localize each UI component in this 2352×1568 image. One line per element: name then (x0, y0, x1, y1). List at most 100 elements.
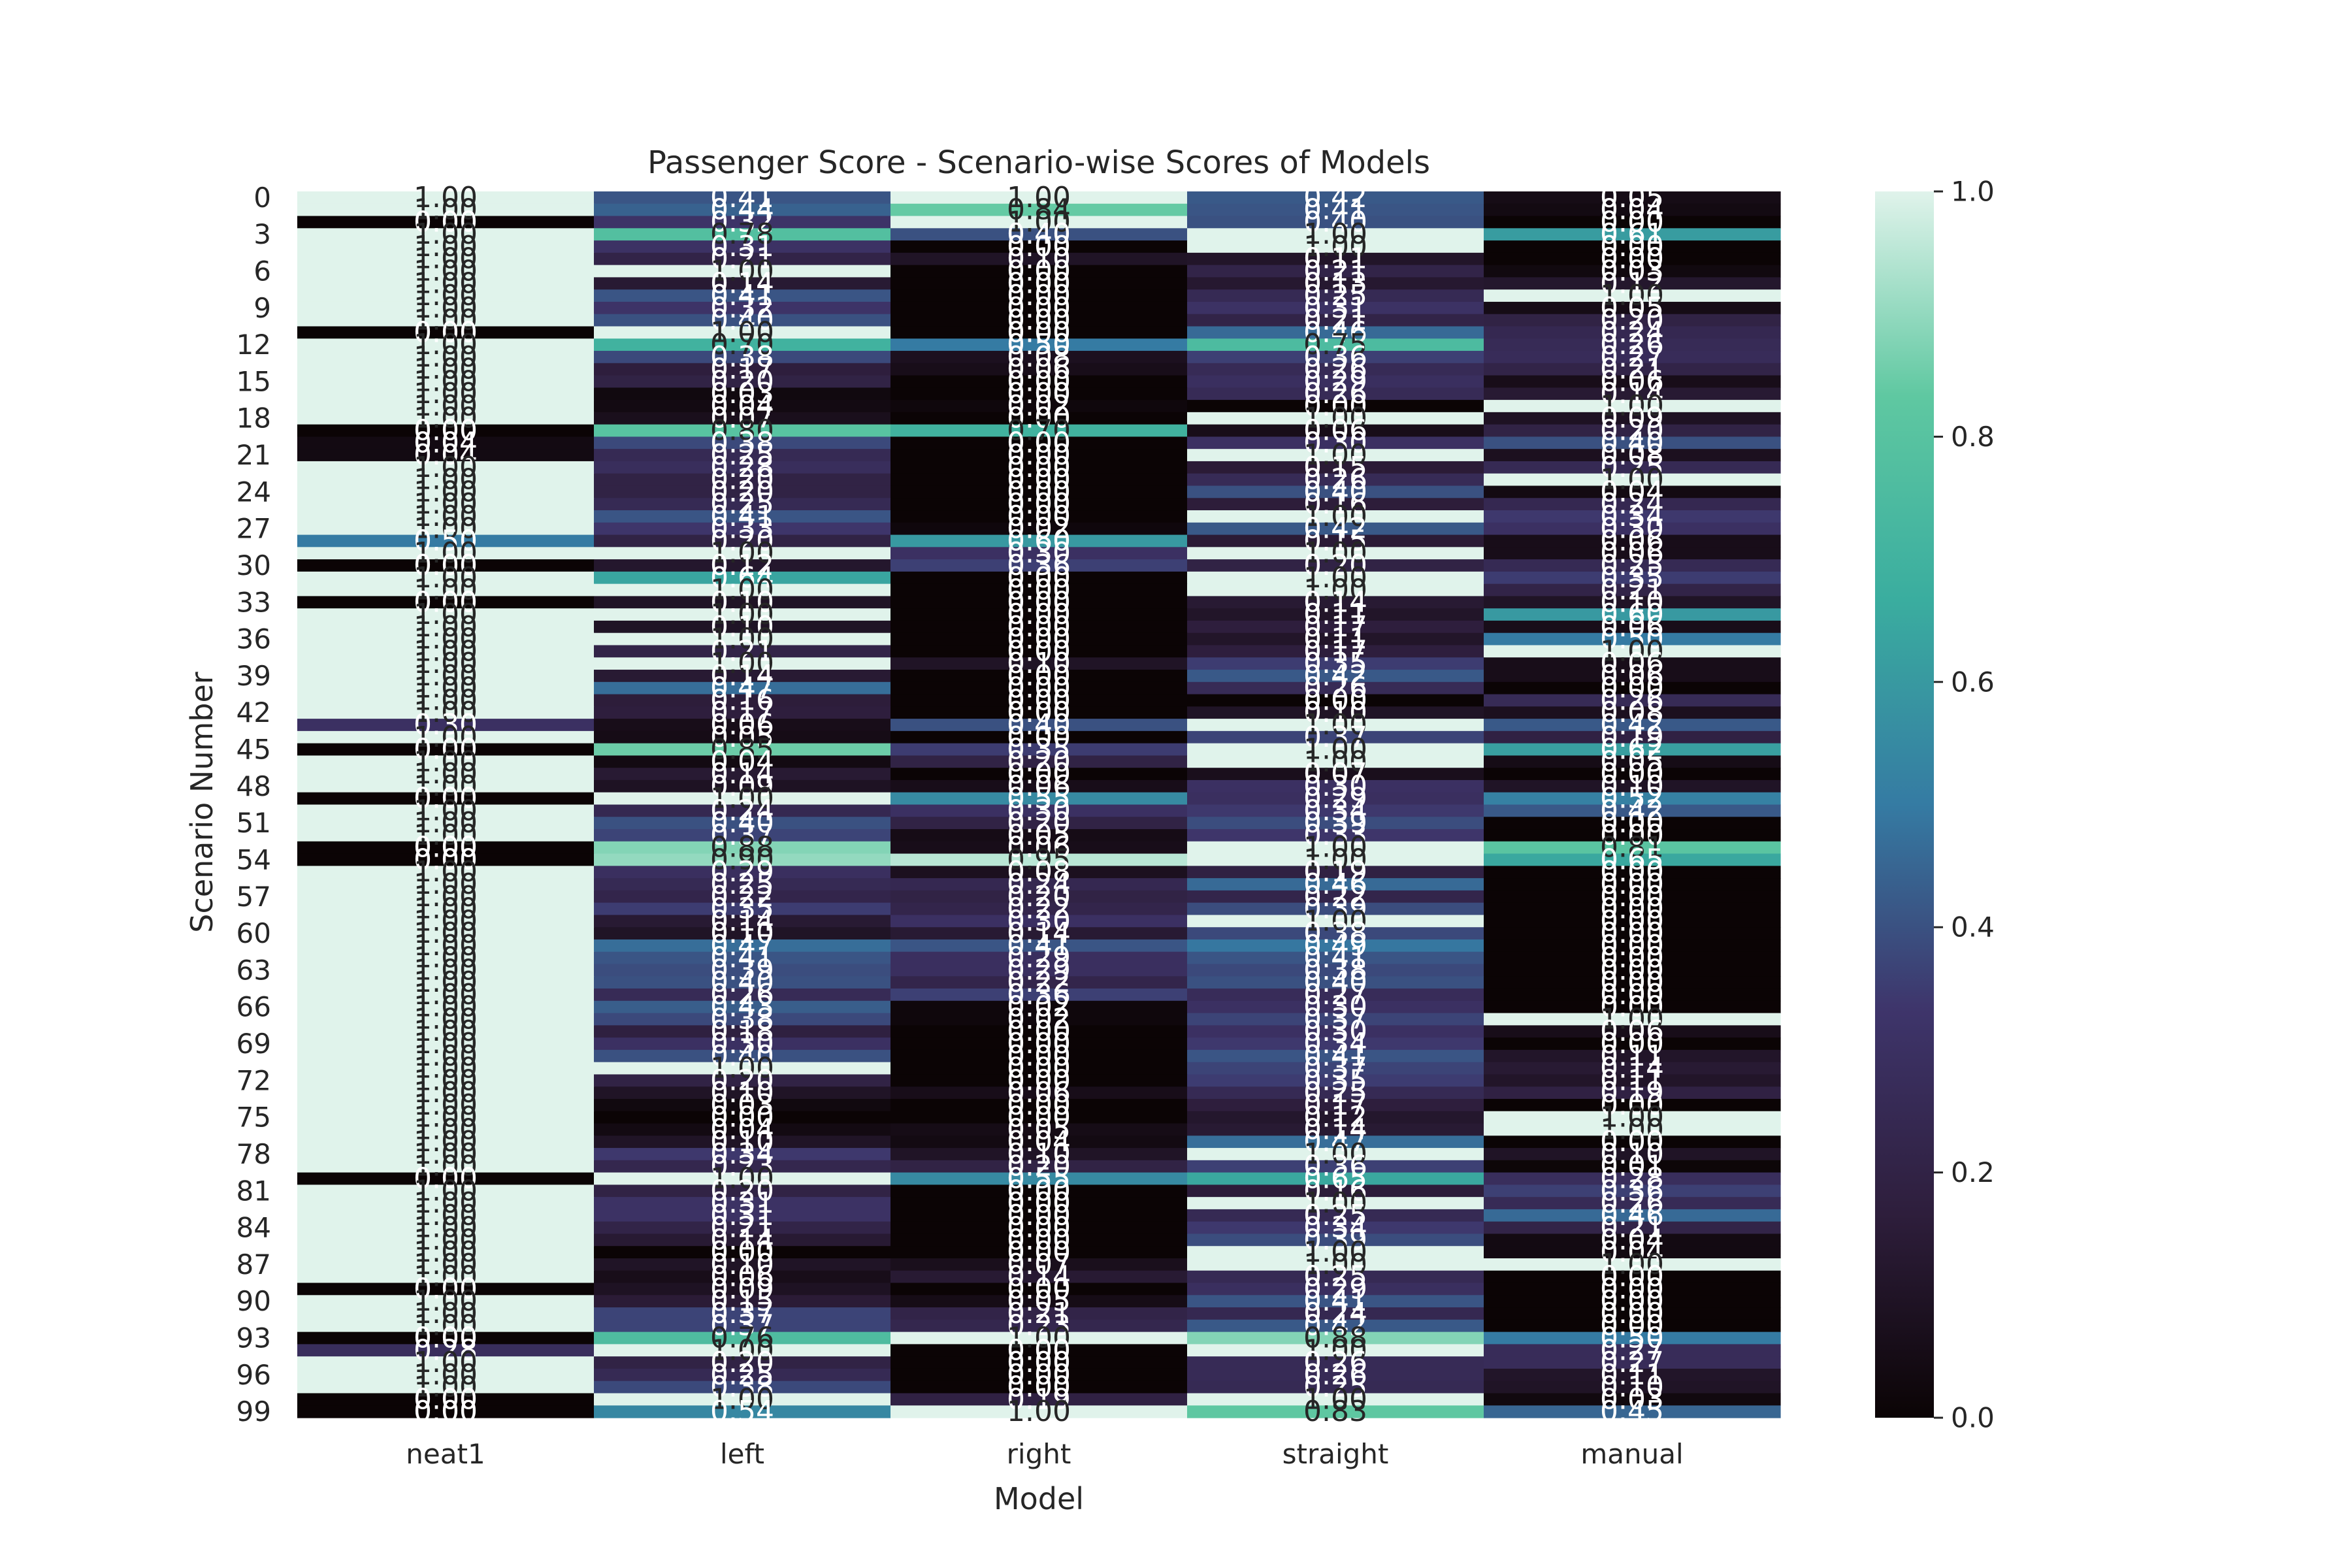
heatmap-cell (594, 645, 891, 658)
cell-value-label: 0.09 (710, 770, 774, 803)
cell-value-label: 0.85 (710, 733, 774, 766)
heatmap-cell (297, 1221, 595, 1235)
heatmap-cell (297, 424, 595, 437)
heatmap-cell (297, 902, 595, 916)
cell-value-label: 0.40 (1007, 218, 1071, 251)
cell-value-label: 0.28 (710, 451, 774, 484)
y-tick-label: 36 (237, 623, 271, 655)
heatmap-cell (1484, 559, 1781, 572)
heatmap-cell (1187, 1074, 1484, 1087)
heatmap-cell (1484, 412, 1781, 425)
heatmap-cell (297, 1344, 595, 1357)
heatmap-cell (594, 252, 891, 266)
cell-value-label: 1.00 (1600, 279, 1664, 312)
heatmap-cell (594, 1025, 891, 1038)
heatmap-cell (297, 670, 595, 683)
cell-value-label: 0.47 (1303, 1125, 1367, 1158)
cell-value-label: 0.00 (1007, 757, 1071, 791)
heatmap-cell (297, 203, 595, 217)
cell-value-label: 0.26 (1303, 353, 1367, 386)
heatmap-cell (890, 412, 1188, 425)
cell-value-label: 0.00 (1600, 978, 1664, 1011)
cell-value-label: 0.41 (710, 500, 774, 533)
heatmap-cell (1484, 1197, 1781, 1210)
cell-value-label: 0.25 (1303, 279, 1367, 312)
colorbar-tick-label: 0.6 (1951, 666, 1995, 698)
cell-value-label: 0.10 (1007, 1137, 1071, 1171)
cell-value-label: 0.00 (1600, 855, 1664, 889)
colorbar-tick-label: 0.4 (1951, 911, 1995, 943)
cell-value-label: 0.76 (710, 1321, 774, 1354)
cell-value-label: 0.37 (710, 819, 774, 852)
heatmap-cell (297, 1049, 595, 1063)
heatmap-cell (1187, 1368, 1484, 1382)
cell-value-label: 1.00 (414, 978, 478, 1011)
cell-value-label: 0.19 (1600, 1076, 1664, 1109)
cell-value-label: 0.11 (1600, 1358, 1664, 1392)
heatmap-cell (1187, 1356, 1484, 1369)
heatmap-cell (890, 203, 1188, 217)
cell-value-label: 0.00 (1007, 230, 1071, 263)
cell-value-label: 0.18 (710, 1015, 774, 1048)
cell-value-label: 0.30 (1007, 794, 1071, 827)
cell-value-label: 0.20 (1600, 414, 1664, 448)
heatmap-cell (890, 1160, 1188, 1173)
cell-value-label: 1.00 (414, 536, 478, 570)
cell-value-label: 1.00 (414, 218, 478, 251)
heatmap-cell (594, 387, 891, 400)
heatmap-cell (890, 400, 1188, 413)
y-axis-tick-labels: 0369121518212427303336394245485154576063… (237, 182, 271, 1428)
cell-value-label: 1.00 (1303, 1186, 1367, 1220)
cell-value-label: 0.04 (710, 745, 774, 778)
y-tick-label: 33 (237, 586, 271, 618)
heatmap-cell (1484, 878, 1781, 891)
cell-value-label: 0.26 (1600, 683, 1664, 717)
heatmap-cell (1187, 866, 1484, 879)
heatmap-cell (1484, 583, 1781, 597)
heatmap-cell (1187, 547, 1484, 560)
heatmap-cell (594, 817, 891, 830)
cell-value-label: 1.00 (414, 806, 478, 840)
heatmap-cell (1484, 1221, 1781, 1235)
cell-value-label: 1.00 (414, 1284, 478, 1318)
cell-value-label: 1.00 (414, 1309, 478, 1343)
heatmap-cell (890, 1356, 1188, 1369)
cell-value-label: 0.00 (1007, 1211, 1071, 1245)
heatmap-cell (1187, 203, 1484, 217)
cell-value-label: 1.00 (1303, 402, 1367, 435)
heatmap-cell (297, 1405, 595, 1418)
heatmap-cell (1484, 1356, 1781, 1369)
heatmap-cell (1187, 779, 1484, 793)
colorbar (1875, 191, 1934, 1418)
heatmap-cell (297, 1135, 595, 1149)
cell-value-label: 1.00 (414, 1039, 478, 1073)
cell-value-label: 1.00 (1007, 205, 1071, 238)
heatmap-cell (890, 473, 1188, 487)
heatmap-cell (1484, 657, 1781, 670)
heatmap-cell (1187, 853, 1484, 866)
heatmap-cell (890, 632, 1188, 646)
heatmap-cell (594, 927, 891, 940)
cell-value-label: 0.20 (710, 475, 774, 508)
cell-value-label: 0.37 (1303, 1052, 1367, 1085)
cell-value-label: 0.00 (1007, 1186, 1071, 1220)
heatmap-cell (890, 351, 1188, 364)
heatmap-cell (890, 1319, 1188, 1333)
cell-value-label: 0.35 (1303, 1064, 1367, 1097)
cell-value-label: 0.00 (1007, 721, 1071, 754)
heatmap-cell (890, 706, 1188, 719)
cell-value-label: 0.37 (1303, 1002, 1367, 1036)
heatmap-cell (297, 1270, 595, 1284)
cell-value-label: 0.00 (1007, 1272, 1071, 1305)
heatmap-cell (890, 1209, 1188, 1222)
cell-value-label: 0.39 (1303, 806, 1367, 840)
heatmap-cell (1187, 1086, 1484, 1100)
cell-value-label: 0.00 (1007, 1174, 1071, 1207)
heatmap-cell (1187, 964, 1484, 977)
heatmap-cell (1484, 1258, 1781, 1271)
heatmap-cell (297, 890, 595, 904)
heatmap-cell (594, 915, 891, 928)
heatmap-cell (594, 522, 891, 536)
cell-value-label: 0.42 (1303, 659, 1367, 693)
heatmap-cell (890, 559, 1188, 572)
